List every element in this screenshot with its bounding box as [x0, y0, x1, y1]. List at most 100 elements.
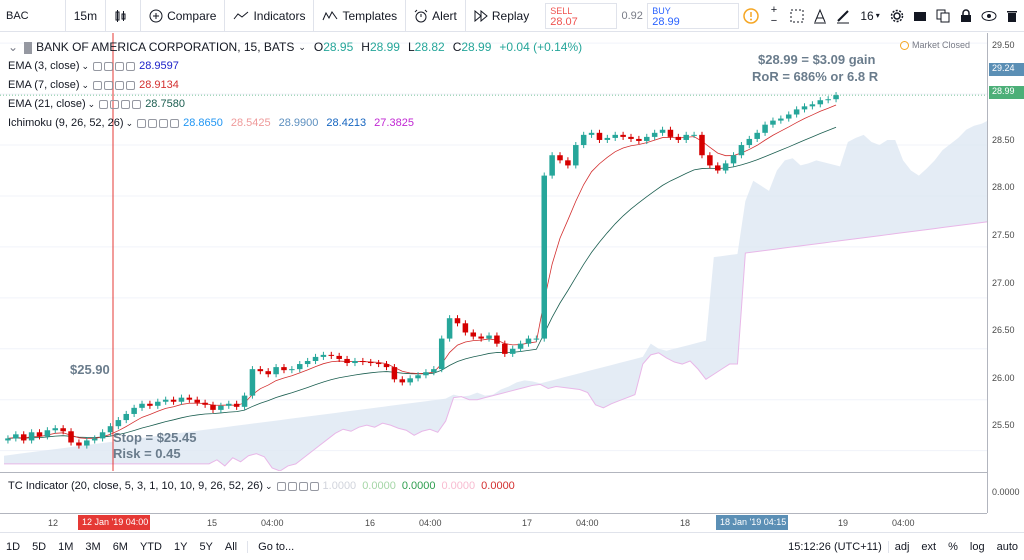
- ema7-controls[interactable]: [93, 81, 136, 90]
- legend-ema21-row[interactable]: EMA (21, close) ⌄ 28.7580: [8, 95, 582, 114]
- brush-button[interactable]: [832, 0, 855, 32]
- settings-icon[interactable]: [104, 81, 114, 90]
- zoom-button[interactable]: + −: [762, 0, 785, 32]
- main-chart[interactable]: [0, 33, 987, 471]
- indicators-label: Indicators: [253, 8, 306, 23]
- ema21-controls[interactable]: [99, 100, 142, 109]
- eye-icon[interactable]: [99, 100, 109, 109]
- range-1m[interactable]: 1M: [58, 540, 74, 553]
- legend-ema3-row[interactable]: EMA (3, close) ⌄ 28.9597: [8, 57, 582, 76]
- delete-button[interactable]: [1001, 0, 1024, 32]
- chart-legend: ⌄ BANK OF AMERICA CORPORATION, 15, BATS …: [8, 38, 582, 133]
- candle-body: [454, 318, 461, 324]
- text-tool-button[interactable]: [809, 0, 832, 32]
- add-icon[interactable]: [121, 100, 131, 109]
- chart-type-button[interactable]: [106, 0, 142, 32]
- collapse-icon[interactable]: ⌄: [8, 40, 19, 54]
- replay-button[interactable]: Replay: [466, 0, 537, 32]
- settings-button[interactable]: [885, 0, 908, 32]
- candle-body: [281, 367, 287, 371]
- candle-body: [659, 129, 666, 133]
- tc-indicator-legend: TC Indicator (20, close, 5, 3, 1, 10, 10…: [8, 480, 515, 492]
- eye-icon: [981, 10, 997, 21]
- eye-icon[interactable]: [137, 119, 147, 128]
- eye-icon[interactable]: [93, 62, 103, 71]
- legend-ema7-row[interactable]: EMA (7, close) ⌄ 28.9134: [8, 76, 582, 95]
- gain-annotation[interactable]: $28.99 = $3.09 gain: [758, 52, 876, 67]
- range-6m[interactable]: 6M: [112, 540, 128, 553]
- compare-button[interactable]: Compare: [141, 0, 226, 32]
- range-5d[interactable]: 5D: [32, 540, 47, 553]
- chevron-down-icon[interactable]: ⌄: [298, 42, 306, 52]
- percent-toggle[interactable]: %: [948, 540, 958, 553]
- layout-button[interactable]: [908, 0, 931, 32]
- info-button[interactable]: [739, 0, 762, 32]
- ema3-controls[interactable]: [93, 62, 136, 71]
- range-3m[interactable]: 3M: [85, 540, 101, 553]
- settings-icon[interactable]: [104, 62, 114, 71]
- settings-icon[interactable]: [287, 481, 297, 491]
- add-icon[interactable]: [115, 62, 125, 71]
- candle-body: [644, 136, 650, 141]
- candle-body: [612, 134, 618, 138]
- crosshair-button[interactable]: [786, 0, 809, 32]
- symbol-search[interactable]: BAC: [0, 0, 66, 32]
- candle-body: [13, 434, 19, 439]
- close-icon[interactable]: [309, 481, 319, 491]
- tc-indicator-controls[interactable]: [276, 481, 319, 491]
- tc-indicator-pane[interactable]: TC Indicator (20, close, 5, 3, 1, 10, 10…: [0, 472, 987, 513]
- goto-button[interactable]: Go to...: [247, 540, 300, 553]
- range-ytd[interactable]: YTD: [139, 540, 162, 553]
- bottom-toolbar: 1D 5D 1M 3M 6M YTD 1Y 5Y All Go to... 15…: [0, 532, 1024, 560]
- candle-body: [170, 399, 177, 402]
- risk-annotation[interactable]: Risk = 0.45: [113, 446, 181, 461]
- clock-display[interactable]: 15:12:26 (UTC+11): [782, 540, 889, 553]
- lock-button[interactable]: [955, 0, 978, 32]
- sell-button[interactable]: SELL 28.07: [545, 2, 618, 29]
- log-toggle[interactable]: log: [969, 540, 985, 553]
- entry-price-annotation[interactable]: $25.90: [70, 362, 110, 377]
- close-icon[interactable]: [170, 119, 180, 128]
- ichimoku-controls[interactable]: [137, 119, 180, 128]
- font-size-button[interactable]: 16 ▾: [855, 0, 885, 32]
- interval-button[interactable]: 15m: [66, 0, 107, 32]
- add-icon[interactable]: [159, 119, 169, 128]
- settings-icon[interactable]: [148, 119, 158, 128]
- settings-icon[interactable]: [110, 100, 120, 109]
- time-axis[interactable]: 12 12 Jan '19 04:00 15 04:00 16 04:00 17…: [0, 513, 987, 531]
- range-1y[interactable]: 1Y: [173, 540, 188, 553]
- add-icon[interactable]: [115, 81, 125, 90]
- clone-button[interactable]: [931, 0, 954, 32]
- zoom-out-icon[interactable]: −: [770, 14, 778, 27]
- close-icon[interactable]: [126, 81, 136, 90]
- close-icon[interactable]: [132, 100, 142, 109]
- buy-button[interactable]: BUY 28.99: [647, 2, 740, 29]
- eye-icon[interactable]: [276, 481, 286, 491]
- price-axis-label: 26.50: [992, 325, 1015, 335]
- ext-toggle[interactable]: ext: [921, 540, 937, 553]
- range-all[interactable]: All: [224, 540, 238, 553]
- price-axis[interactable]: 29.50 29.24 28.99 28.50 28.00 27.50 27.0…: [987, 33, 1024, 513]
- stop-annotation[interactable]: Stop = $25.45: [113, 430, 197, 445]
- auto-toggle[interactable]: auto: [996, 540, 1018, 553]
- candle-body: [462, 323, 469, 333]
- indicators-button[interactable]: Indicators: [225, 0, 315, 32]
- zoom-in-icon[interactable]: +: [770, 3, 778, 16]
- templates-button[interactable]: Templates: [314, 0, 407, 32]
- adj-toggle[interactable]: adj: [894, 540, 910, 553]
- visibility-button[interactable]: [978, 0, 1001, 32]
- range-5y[interactable]: 5Y: [199, 540, 213, 553]
- candle-body: [28, 432, 35, 441]
- alert-button[interactable]: Alert: [406, 0, 466, 32]
- candle-body: [107, 426, 114, 433]
- legend-ichimoku-row[interactable]: Ichimoku (9, 26, 52, 26) ⌄ 28.8650 28.542…: [8, 114, 582, 133]
- gear-icon: [890, 9, 903, 22]
- price-marker-upper: 29.24: [989, 63, 1024, 76]
- tc-value-5: 0.0000: [481, 480, 515, 492]
- range-1d[interactable]: 1D: [6, 540, 21, 553]
- close-icon[interactable]: [126, 62, 136, 71]
- eye-icon[interactable]: [93, 81, 103, 90]
- candle-body: [667, 129, 674, 137]
- add-icon[interactable]: [298, 481, 308, 491]
- ror-annotation[interactable]: RoR = 686% or 6.8 R: [752, 69, 879, 84]
